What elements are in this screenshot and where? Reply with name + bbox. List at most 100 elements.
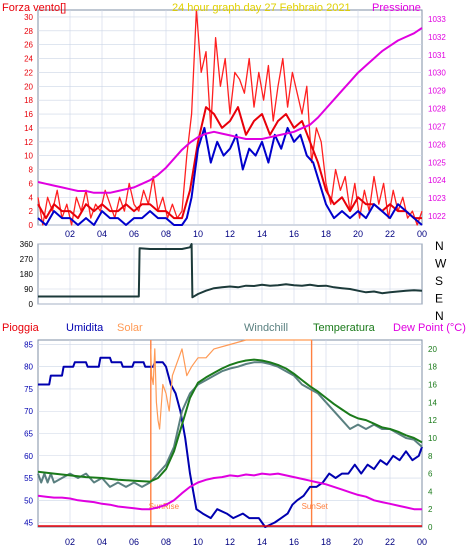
humidity-legend: Umidita (66, 322, 104, 334)
wind-left-tick-label: 8 (29, 166, 34, 175)
time-tick-label: 04 (97, 537, 107, 547)
temperature-time-axis: 02 04 06 08 10 12 14 16 18 20 22 00 (65, 537, 427, 547)
compass-tick-label: N (435, 239, 444, 253)
temperature-tick-label: 20 (428, 345, 437, 354)
time-tick-label: 20 (353, 537, 363, 547)
pressure-tick-label: 1022 (428, 212, 446, 221)
wind-left-tick-label: 24 (24, 55, 33, 64)
wind-chart-title: 24 hour graph day 27 Febbraio 2021 (172, 2, 351, 14)
compass-tick-label: W (435, 257, 447, 271)
pressure-tick-label: 1027 (428, 122, 446, 131)
humidity-tick-label: 45 (24, 519, 33, 528)
time-tick-label: 16 (289, 537, 299, 547)
direction-series-line (38, 243, 423, 299)
temperature-sun-markers: SunRise SunSet (149, 340, 329, 527)
time-tick-label: 06 (129, 537, 139, 547)
wind-right-label: Pressione (372, 2, 421, 14)
time-tick-label: 10 (193, 229, 203, 239)
wind-left-tick-label: 20 (24, 82, 33, 91)
avg_wind-series-line (37, 126, 423, 226)
sunset-label: SunSet (302, 502, 329, 511)
pressure-tick-label: 1029 (428, 87, 446, 96)
temperature-tick-label: 12 (428, 416, 437, 425)
direction-tick-label: 360 (20, 240, 34, 249)
time-tick-label: 16 (289, 229, 299, 239)
temperature-left-axis: 45 50 55 60 65 70 75 80 85 (24, 340, 33, 527)
time-tick-label: 04 (97, 229, 107, 239)
wind-left-tick-label: 2 (29, 207, 34, 216)
pressure-tick-label: 1025 (428, 158, 446, 167)
direction-grid (38, 243, 422, 305)
rain-label: Pioggia (2, 322, 40, 334)
wind-left-tick-label: 10 (24, 152, 33, 161)
time-tick-label: 18 (321, 537, 331, 547)
wind-left-tick-label: 14 (24, 124, 33, 133)
wind-left-tick-label: 22 (24, 68, 33, 77)
pressure-tick-label: 1024 (428, 176, 446, 185)
temperature-right-axis: 0 2 4 6 8 10 12 14 16 18 20 (428, 345, 437, 532)
time-tick-label: 22 (385, 229, 395, 239)
temperature-tick-label: 0 (428, 523, 433, 532)
temperature-tick-label: 18 (428, 363, 437, 372)
wind-right-axis: 1022 1023 1024 1025 1026 1027 1028 1029 1030 1031… (428, 15, 446, 221)
wind-left-label: Forza vento[] (2, 2, 66, 14)
pressure-tick-label: 1023 (428, 194, 446, 203)
compass-tick-label: S (435, 274, 443, 288)
time-tick-label: 02 (65, 229, 75, 239)
humidity-series-line (38, 356, 423, 528)
humidity-tick-label: 50 (24, 496, 33, 505)
time-tick-label: 22 (385, 537, 395, 547)
direction-tick-label: 90 (24, 285, 33, 294)
time-tick-label: 08 (161, 537, 171, 547)
temperature-grid (38, 340, 422, 527)
humidity-tick-label: 65 (24, 430, 33, 439)
time-tick-label: 02 (65, 537, 75, 547)
pressure-tick-label: 1031 (428, 51, 446, 60)
temperature-tick-label: 16 (428, 381, 437, 390)
pressure-tick-label: 1033 (428, 15, 446, 24)
wind-left-tick-label: 16 (24, 110, 33, 119)
time-tick-label: 12 (225, 229, 235, 239)
wind-left-tick-label: 18 (24, 96, 33, 105)
direction-tick-label: 270 (20, 255, 34, 264)
temperature-tick-label: 10 (428, 434, 437, 443)
time-tick-label: 10 (193, 537, 203, 547)
humidity-tick-label: 60 (24, 452, 33, 461)
temperature-tick-label: 4 (428, 487, 433, 496)
dewpoint-legend: Dew Point (°C) (393, 322, 466, 334)
time-tick-label: 08 (161, 229, 171, 239)
solar-legend: Solar (117, 322, 143, 334)
temperature-tick-label: 8 (428, 452, 433, 461)
wind-left-tick-label: 26 (24, 41, 33, 50)
pressure-series-line (37, 27, 423, 194)
humidity-tick-label: 80 (24, 363, 33, 372)
temperature-tick-label: 14 (428, 398, 437, 407)
humidity-tick-label: 85 (24, 340, 33, 349)
direction-tick-label: 180 (20, 270, 34, 279)
direction-left-axis: 0 90 180 270 360 (20, 240, 34, 309)
windchill-legend: Windchill (244, 322, 288, 334)
temperature-legend: Temperatura (313, 322, 376, 334)
temperature-tick-label: 2 (428, 505, 433, 514)
humidity-tick-label: 70 (24, 407, 33, 416)
time-tick-label: 14 (257, 537, 267, 547)
wind-left-tick-label: 6 (29, 179, 34, 188)
time-tick-label: 00 (417, 229, 427, 239)
wind-series (37, 9, 423, 226)
compass-tick-label: E (435, 292, 443, 306)
time-tick-label: 06 (129, 229, 139, 239)
solar-series-line (150, 339, 312, 430)
wind-left-tick-label: 12 (24, 138, 33, 147)
wind-left-tick-label: 28 (24, 27, 33, 36)
wind-left-tick-label: 4 (29, 193, 34, 202)
pressure-tick-label: 1032 (428, 33, 446, 42)
time-tick-label: 20 (353, 229, 363, 239)
time-tick-label: 00 (417, 537, 427, 547)
humidity-tick-label: 55 (24, 474, 33, 483)
